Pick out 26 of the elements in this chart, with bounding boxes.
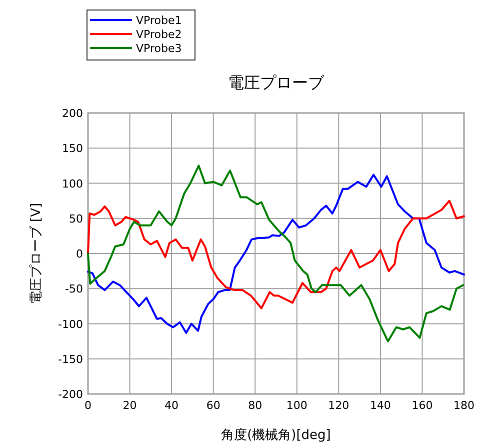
y-tick-label: 50	[69, 212, 83, 226]
x-tick-label: 80	[248, 399, 262, 412]
x-tick-label: 40	[164, 399, 179, 412]
y-tick-label: 100	[62, 177, 83, 190]
x-tick-label: 120	[328, 399, 350, 412]
y-tick-label: -100	[58, 318, 83, 331]
x-tick-label: 180	[454, 399, 474, 412]
chart-title: 電圧プローブ	[228, 73, 325, 92]
legend-label: VProbe3	[136, 42, 182, 55]
y-tick-label: -150	[58, 352, 83, 366]
y-tick-label: 0	[76, 248, 83, 260]
y-tick-label: -200	[58, 388, 83, 401]
y-tick-label: 200	[62, 107, 83, 120]
y-tick-label: -50	[65, 282, 83, 296]
x-tick-label: 60	[206, 399, 220, 412]
x-axis-title: 角度(機械角)[deg]	[221, 427, 331, 443]
x-tick-label: 140	[370, 399, 391, 412]
x-tick-label: 100	[286, 399, 308, 412]
legend-label: VProbe2	[136, 28, 182, 41]
x-tick-label: 0	[84, 399, 92, 412]
y-axis-title: 電圧プローブ [V]	[29, 202, 44, 304]
y-tick-label: 150	[62, 142, 83, 156]
x-tick-label: 20	[122, 399, 137, 412]
line-series	[87, 200, 465, 310]
legend-label: VProbe1	[136, 14, 182, 27]
x-tick-label: 160	[412, 399, 433, 412]
